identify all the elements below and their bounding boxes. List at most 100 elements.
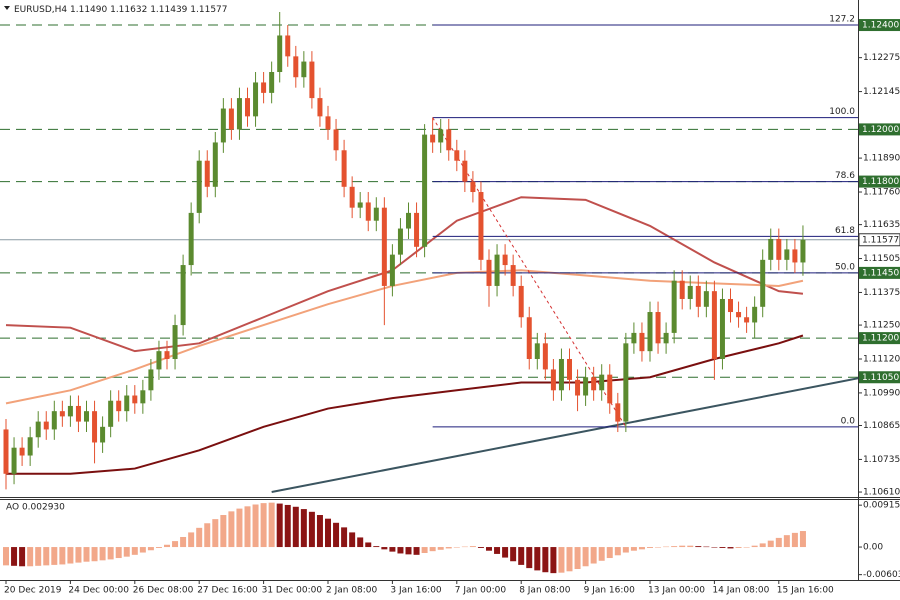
current-price-label: 1.11577 <box>862 235 899 245</box>
candle-body <box>470 181 476 193</box>
level-tag <box>859 123 900 136</box>
candle-body <box>736 312 742 318</box>
ao-bar <box>164 544 170 548</box>
readout-low: 1.11439 <box>150 5 187 15</box>
candle-body <box>59 411 65 417</box>
candle-body <box>567 358 572 380</box>
ao-bar <box>268 502 275 548</box>
fib-label: 78.6 <box>835 171 855 181</box>
candle-body <box>285 35 291 57</box>
moving-average <box>5 269 804 405</box>
ao-bar <box>494 547 501 554</box>
candle-body <box>269 72 275 93</box>
y-tick-label: 1.11120 <box>863 354 900 364</box>
candle-body <box>116 400 122 412</box>
candle-body <box>397 228 403 255</box>
ao-bar <box>542 547 549 573</box>
ao-bar <box>711 547 718 548</box>
ao-bar <box>767 540 774 548</box>
ao-bar <box>469 546 476 548</box>
candle-body <box>406 212 411 229</box>
candle-body <box>663 332 669 344</box>
ao-bar <box>429 547 436 552</box>
candle-body <box>11 447 17 474</box>
candle-body <box>792 249 798 263</box>
candle-body <box>728 298 733 313</box>
ao-bar <box>228 511 235 548</box>
level-tag-label: 1.11450 <box>862 268 899 278</box>
candle-body <box>639 332 645 352</box>
level-tag <box>859 266 900 279</box>
candle-body <box>542 343 548 370</box>
ao-bar <box>461 546 468 548</box>
candle-body <box>75 405 81 422</box>
candle-body <box>196 160 202 213</box>
ao-bar <box>783 535 790 548</box>
ao-bar <box>679 545 686 548</box>
fib-label: 127.2 <box>829 15 855 25</box>
candle-body <box>317 98 323 117</box>
y-tick-label: 1.10735 <box>863 455 900 465</box>
ao-bar <box>389 547 396 552</box>
x-tick-label: 14 Jan 08:00 <box>712 586 769 596</box>
ao-bar <box>244 506 251 548</box>
candle-body <box>373 207 379 221</box>
level-tag-label: 1.12000 <box>862 125 899 135</box>
menu-arrow <box>4 6 10 10</box>
candle-body <box>462 160 468 182</box>
ao-bar <box>333 522 340 548</box>
level-tag-label: 1.11200 <box>862 334 899 344</box>
readout-high: 1.11632 <box>110 5 147 15</box>
ao-bar <box>614 547 621 556</box>
y-tick-label: 1.12275 <box>863 53 900 63</box>
ao-bar <box>566 547 573 572</box>
ao-panel <box>3 502 806 574</box>
ao-bar <box>3 547 9 566</box>
ao-bar <box>204 523 211 548</box>
fib-label: 0.0 <box>841 416 856 426</box>
ao-bar <box>638 547 645 550</box>
candle-body <box>188 212 194 266</box>
y-tick-label: 1.11635 <box>863 220 900 230</box>
candle-body <box>800 239 806 263</box>
x-tick-label: 7 Jan 00:00 <box>455 586 507 596</box>
candle-body <box>430 134 436 143</box>
ao-bar <box>663 546 670 548</box>
ao-bar <box>341 527 348 548</box>
candle-body <box>575 379 581 396</box>
ao-bar <box>139 547 146 553</box>
ao-bar <box>502 547 509 558</box>
candle-body <box>365 202 371 221</box>
ao-bar <box>308 511 315 548</box>
ao-bar <box>276 503 283 548</box>
ao-bar <box>147 547 154 551</box>
ao-bar <box>437 547 444 550</box>
candle-body <box>591 377 597 391</box>
candle-body <box>703 291 709 307</box>
ao-y-tick-label: 0.009154 <box>863 501 900 511</box>
ao-bar <box>11 547 18 566</box>
x-tick-label: 8 Jan 08:00 <box>519 586 571 596</box>
ao-bar <box>687 545 694 548</box>
candle-body <box>204 160 210 187</box>
level-tag-label: 1.11050 <box>862 373 899 383</box>
candle-body <box>253 82 259 117</box>
ao-bar <box>172 541 179 548</box>
candle-body <box>3 429 9 474</box>
y-tick-label: 1.11760 <box>863 188 900 198</box>
ao-bar <box>27 547 34 567</box>
level-tag <box>859 175 900 188</box>
ao-bar <box>59 547 66 565</box>
y-tick-label: 1.10990 <box>863 388 900 398</box>
candle-body <box>309 61 315 99</box>
candle-body <box>341 150 347 187</box>
candle-body <box>486 259 492 286</box>
ao-bar <box>759 543 766 548</box>
ao-bar <box>405 547 412 555</box>
ao-bar <box>743 547 750 548</box>
level-tag <box>859 371 900 384</box>
candle-body <box>180 265 186 326</box>
candle-body <box>599 374 605 391</box>
ao-y-tick-label: -0.006031 <box>863 570 900 580</box>
